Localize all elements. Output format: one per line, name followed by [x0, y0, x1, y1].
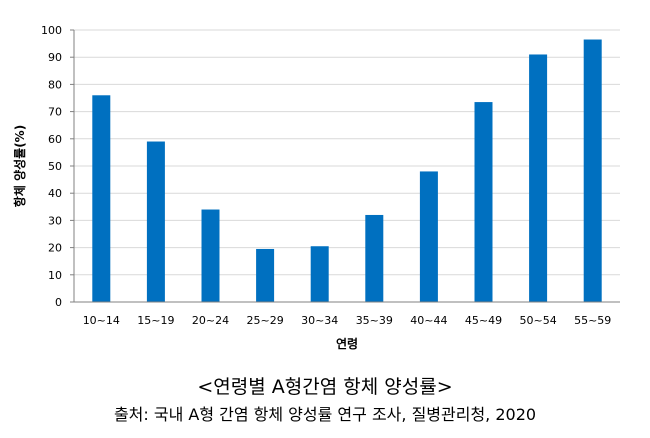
y-tick-label: 70 — [48, 106, 62, 119]
y-tick-label: 60 — [48, 133, 62, 146]
bar — [146, 141, 165, 302]
chart-caption-source: 출처: 국내 A형 간염 항체 양성률 연구 조사, 질병관리청, 2020 — [113, 405, 537, 424]
y-tick-label: 90 — [48, 51, 62, 64]
y-tick-label: 40 — [48, 187, 62, 200]
y-tick-label: 100 — [41, 24, 62, 37]
bar — [92, 95, 111, 302]
bar — [201, 209, 220, 302]
x-tick-label: 30~34 — [301, 314, 338, 327]
x-tick-label: 40~44 — [410, 314, 447, 327]
x-tick-labels: 10~14 15~19 20~24 25~29 30~34 35~39 40~44 45~49… — [83, 314, 612, 327]
bar — [419, 171, 438, 302]
bars — [92, 39, 602, 303]
bar — [583, 39, 602, 303]
bar — [529, 54, 548, 303]
y-tick-label: 50 — [48, 160, 62, 173]
x-tick-label: 15~19 — [137, 314, 174, 327]
y-tick-label: 80 — [48, 78, 62, 91]
y-tick-label: 0 — [55, 296, 62, 309]
x-tick-label: 35~39 — [356, 314, 393, 327]
y-axis-label: 항체 양성률(%) — [12, 125, 27, 207]
x-tick-label: 50~54 — [519, 314, 556, 327]
y-tick-label: 30 — [48, 214, 62, 227]
bar — [310, 246, 329, 302]
axes — [70, 29, 620, 303]
y-tick-label: 20 — [48, 242, 62, 255]
gridlines — [74, 29, 620, 276]
bar — [256, 248, 275, 302]
y-tick-labels: 0 10 20 30 40 50 60 70 80 90 100 — [41, 24, 62, 309]
y-tick-label: 10 — [48, 269, 62, 282]
x-tick-label: 25~29 — [246, 314, 283, 327]
x-tick-label: 45~49 — [465, 314, 502, 327]
bar — [365, 214, 384, 302]
x-axis-label: 연령 — [336, 336, 358, 351]
x-tick-label: 20~24 — [192, 314, 229, 327]
bar-chart: 0 10 20 30 40 50 60 70 80 90 100 10~14 15~19 20~24 25… — [12, 24, 620, 351]
bar — [474, 102, 493, 302]
chart-caption-title: <연령별 A형간염 항체 양성률> — [197, 376, 453, 398]
x-tick-label: 10~14 — [83, 314, 120, 327]
x-tick-label: 55~59 — [574, 314, 611, 327]
